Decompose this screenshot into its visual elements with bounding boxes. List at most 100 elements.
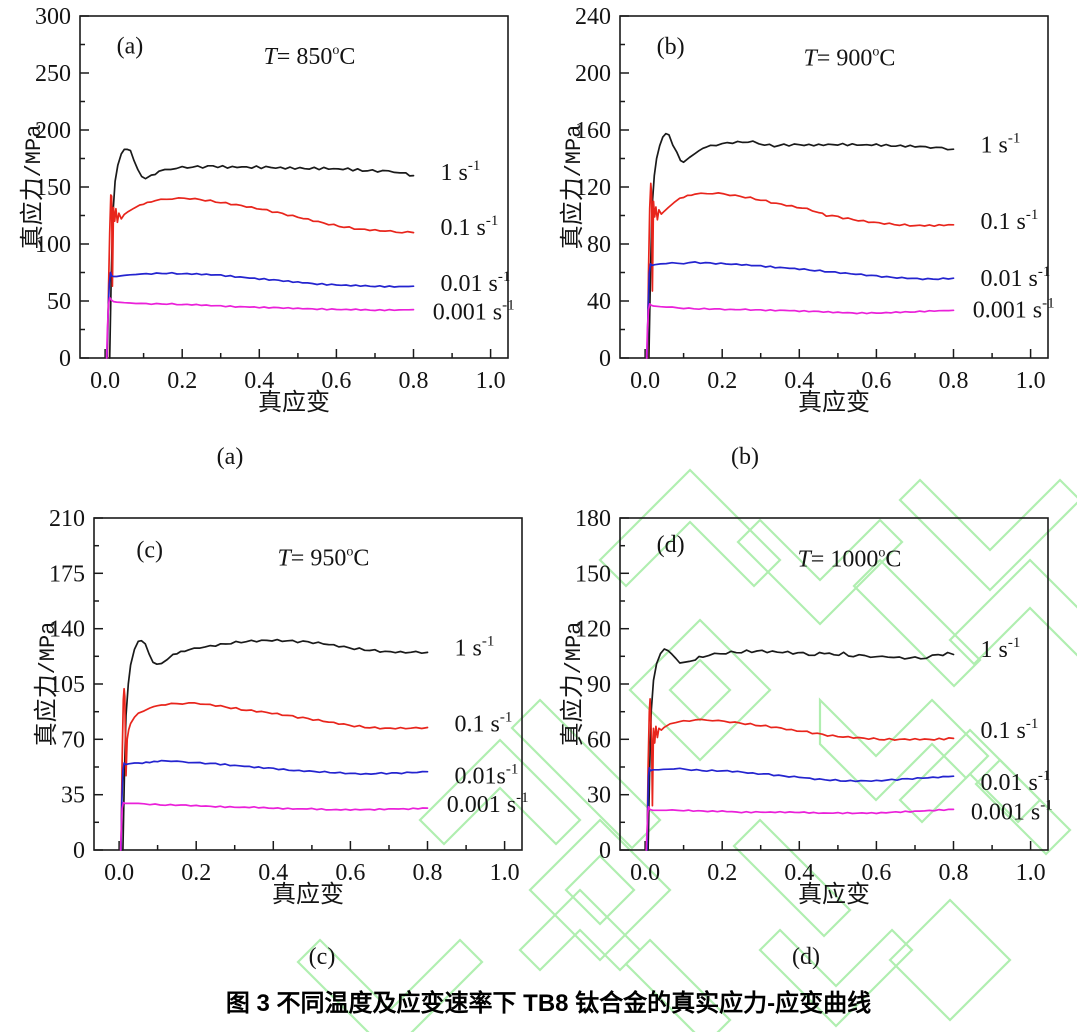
strain-rate-sup: -1	[1008, 635, 1021, 651]
curve-3	[119, 801, 429, 851]
strain-rate-sup: -1	[516, 790, 529, 806]
y-tick-label: 90	[587, 672, 611, 698]
y-tick-label: 80	[587, 232, 611, 258]
x-tick-label: 0.8	[939, 860, 969, 886]
temperature-value: = 900	[817, 45, 873, 71]
temperature-label: T= 950oC	[277, 545, 369, 572]
panel-corner-label: (d)	[657, 532, 685, 558]
y-tick-label: 105	[49, 672, 85, 698]
strain-rate-label: 0.1 s-1	[441, 213, 499, 241]
strain-rate-sup: -1	[1042, 296, 1055, 312]
strain-rate-value: 1 s	[455, 636, 482, 662]
panel-corner-label: (c)	[136, 538, 163, 564]
panel-label-a: (a)	[216, 444, 244, 470]
x-axis-ticks	[118, 841, 506, 850]
y-axis-label-cjk: 真应力	[33, 674, 60, 746]
strain-rate-sup: -1	[482, 634, 495, 650]
curve-3	[645, 805, 955, 851]
strain-rate-value: 0.1 s	[981, 209, 1026, 235]
strain-rate-sup: -1	[486, 213, 499, 229]
strain-rate-value: 1 s	[981, 637, 1008, 663]
x-tick-label: 0.4	[258, 860, 288, 886]
strain-rate-label: 0.01 s-1	[981, 264, 1051, 292]
strain-rate-value: 1 s	[981, 132, 1008, 158]
x-tick-label: 1.0	[1016, 368, 1046, 394]
curve-0	[648, 132, 955, 359]
temperature-unit: C	[353, 546, 369, 572]
y-tick-label: 100	[35, 232, 71, 258]
y-axis-label-cjk: 真应力	[559, 674, 586, 746]
y-tick-label: 0	[599, 838, 611, 864]
strain-rate-label: 0.001 s-1	[971, 797, 1053, 825]
strain-rate-label: 1 s-1	[981, 130, 1021, 158]
temperature-value: = 950	[291, 546, 347, 572]
x-axis-label: 真应变	[798, 389, 870, 416]
degree-sup: o	[332, 43, 339, 58]
strain-rate-value: 0.1 s	[981, 718, 1026, 744]
curve-2	[120, 759, 429, 851]
temperature-value: = 1000	[811, 547, 879, 573]
strain-rate-label: 1 s-1	[455, 634, 495, 662]
strain-rate-sup: -1	[1040, 797, 1053, 813]
y-tick-label: 300	[35, 4, 71, 30]
y-tick-label: 0	[599, 346, 611, 372]
temperature-label: T= 900oC	[803, 44, 895, 71]
x-axis-ticks	[644, 349, 1032, 358]
strain-rate-value: 0.01s	[455, 764, 506, 790]
y-axis-label-cjk: 真应力	[19, 177, 46, 249]
strain-rate-label: 0.01s-1	[455, 762, 519, 790]
strain-rate-label: 1 s-1	[981, 635, 1021, 663]
strain-rate-sup: -1	[498, 269, 511, 285]
x-tick-label: 0.2	[707, 368, 737, 394]
y-tick-label: 30	[587, 783, 611, 809]
y-axis-label-cjk: 真应力	[559, 177, 586, 249]
y-tick-label: 0	[73, 838, 85, 864]
x-axis-label: 真应变	[258, 389, 330, 416]
x-axis-label: 真应变	[798, 881, 870, 908]
strain-rate-sup: -1	[506, 762, 519, 778]
strain-rate-value: 1 s	[441, 160, 468, 186]
chart-d: 0.0 0.2 0.4 0.6 0.8 1.0 0 30 60 90 120 150 180 真应变 真应力…	[559, 506, 1053, 908]
y-tick-label: 120	[575, 175, 611, 201]
y-tick-label: 140	[49, 617, 85, 643]
strain-rate-sup: -1	[502, 297, 515, 313]
curve-0	[122, 638, 429, 851]
degree-sup: o	[872, 44, 879, 59]
strain-rate-label: 0.01 s-1	[981, 768, 1051, 796]
strain-rate-value: 0.001 s	[433, 299, 502, 325]
x-tick-label: 0.6	[335, 860, 365, 886]
curve-3	[105, 296, 415, 359]
panel-label-c: (c)	[308, 944, 336, 970]
y-axis-label-unit: /MPa	[562, 622, 587, 675]
y-axis-label-unit: /MPa	[22, 125, 47, 178]
y-tick-label: 35	[61, 783, 85, 809]
y-tick-label: 150	[35, 175, 71, 201]
chart-panel-a: 0.0 0.2 0.4 0.6 0.8 1.0 0 50 100 150 200 250 300 真应变 真…	[0, 0, 537, 432]
temperature-label: T= 850oC	[263, 43, 355, 70]
temperature-unit: C	[879, 45, 895, 71]
y-tick-label: 175	[49, 561, 85, 587]
chart-a: 0.0 0.2 0.4 0.6 0.8 1.0 0 50 100 150 200 250 300 真应变 真…	[19, 4, 515, 416]
curve-0	[108, 148, 415, 359]
panel-corner-label: (b)	[657, 34, 685, 60]
x-tick-label: 1.0	[1016, 860, 1046, 886]
y-tick-label: 210	[49, 506, 85, 532]
x-tick-label: 0.0	[104, 860, 134, 886]
panel-corner-label: (a)	[117, 34, 144, 60]
strain-rate-value: 0.1 s	[455, 712, 500, 738]
y-axis-ticks	[620, 517, 629, 851]
x-axis-ticks	[104, 349, 492, 358]
x-axis-ticks	[644, 841, 1032, 850]
y-axis-label: 真应力/MPa	[559, 622, 587, 747]
curve-1	[106, 194, 415, 359]
x-tick-label: 0.8	[399, 368, 429, 394]
curve-1	[120, 687, 429, 851]
strain-rate-label: 0.1 s-1	[981, 207, 1039, 235]
temperature-unit: C	[885, 547, 901, 573]
strain-rate-sup: -1	[1026, 716, 1039, 732]
strain-rate-label: 0.001 s-1	[447, 790, 529, 818]
temperature-label: T= 1000oC	[797, 546, 901, 573]
x-tick-label: 0.4	[784, 368, 814, 394]
y-tick-label: 50	[47, 289, 71, 315]
y-axis-label: 真应力/MPa	[19, 125, 47, 250]
